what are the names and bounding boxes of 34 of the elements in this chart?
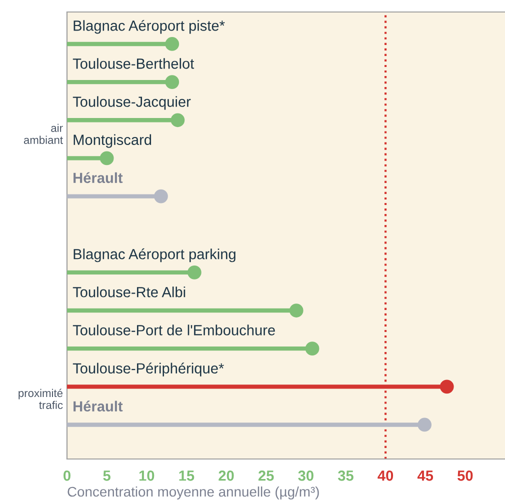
point (187, 265, 202, 280)
point (418, 418, 432, 432)
text: proximité trafic (18, 388, 63, 410)
x-tick-label: 45 (417, 470, 434, 481)
y-tick-label: Toulouse-Jacquier (72, 96, 191, 110)
x-tick-label: 20 (218, 470, 234, 481)
x-tick-label: 5 (103, 470, 110, 481)
y-tick-label: Hérault (74, 400, 123, 412)
point (440, 380, 454, 394)
x-axis-title: Concentration moyenne annuelle (µg/m³) (68, 486, 319, 500)
x-tick-label: 30 (298, 470, 314, 481)
point (305, 342, 320, 356)
point (170, 113, 185, 128)
point (100, 151, 114, 166)
y-tick-label: Toulouse-Port de l'Embouchure (72, 324, 275, 336)
x-tick-label: 10 (139, 470, 154, 481)
x-tick-label: 15 (179, 470, 194, 481)
x-tick-label: 40 (378, 470, 394, 481)
y-tick-label: Hérault (74, 172, 123, 184)
y-tick-label: Toulouse-Rte Albi (72, 286, 186, 298)
text: air ambiant (24, 124, 63, 144)
x-tick-label: 0 (64, 470, 70, 481)
x-tick-label: 35 (338, 470, 354, 481)
y-tick-label: Toulouse-Berthelot (72, 58, 194, 69)
point (165, 75, 180, 90)
x-tick-label: 50 (458, 470, 473, 481)
y-tick-label: Blagnac Aéroport parking (74, 248, 236, 262)
point (165, 37, 180, 51)
y-tick-label: Toulouse-Périphérique* (72, 362, 224, 376)
x-tick-label: 25 (258, 470, 274, 481)
point (154, 189, 168, 204)
y-tick-label: Montgiscard (74, 134, 152, 148)
point (289, 304, 304, 318)
y-tick-label: Blagnac Aéroport piste* (74, 20, 225, 34)
